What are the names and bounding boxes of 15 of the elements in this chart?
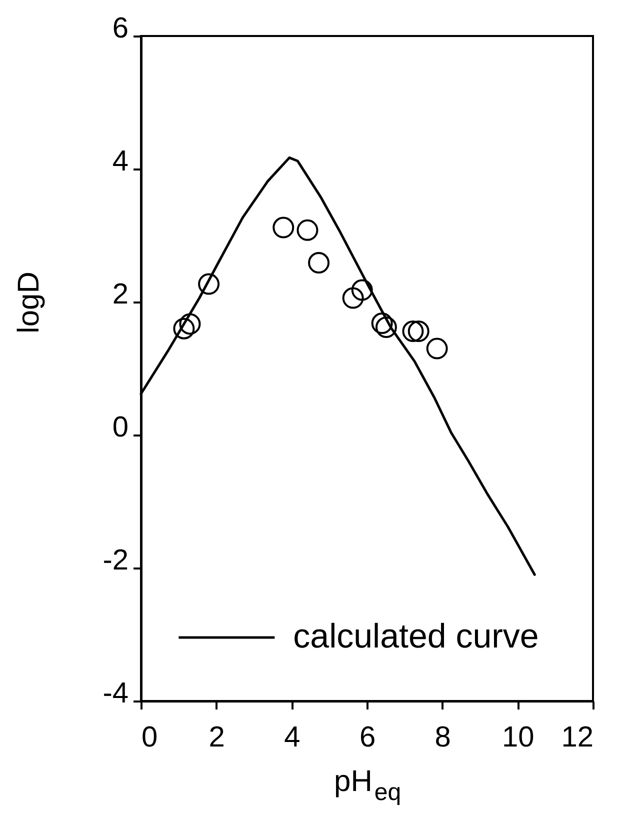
x-tick-label: 6 (359, 722, 376, 754)
y-tick-label: 6 (112, 12, 128, 44)
y-axis-title: logD (12, 272, 46, 334)
x-tick-label: 2 (208, 722, 225, 754)
y-tick-label: 2 (112, 278, 128, 310)
x-tick-label: 0 (142, 722, 158, 754)
x-tick-label: 12 (561, 722, 594, 754)
y-tick-label: -4 (102, 678, 128, 710)
x-tick-label: 8 (434, 722, 451, 754)
x-tick-label: 4 (284, 722, 300, 754)
x-tick-label: 10 (502, 722, 534, 754)
y-tick-label: 4 (112, 146, 128, 178)
y-tick-label: -2 (102, 544, 128, 576)
legend-label: calculated curve (293, 617, 539, 656)
y-tick-label: 0 (112, 412, 128, 444)
